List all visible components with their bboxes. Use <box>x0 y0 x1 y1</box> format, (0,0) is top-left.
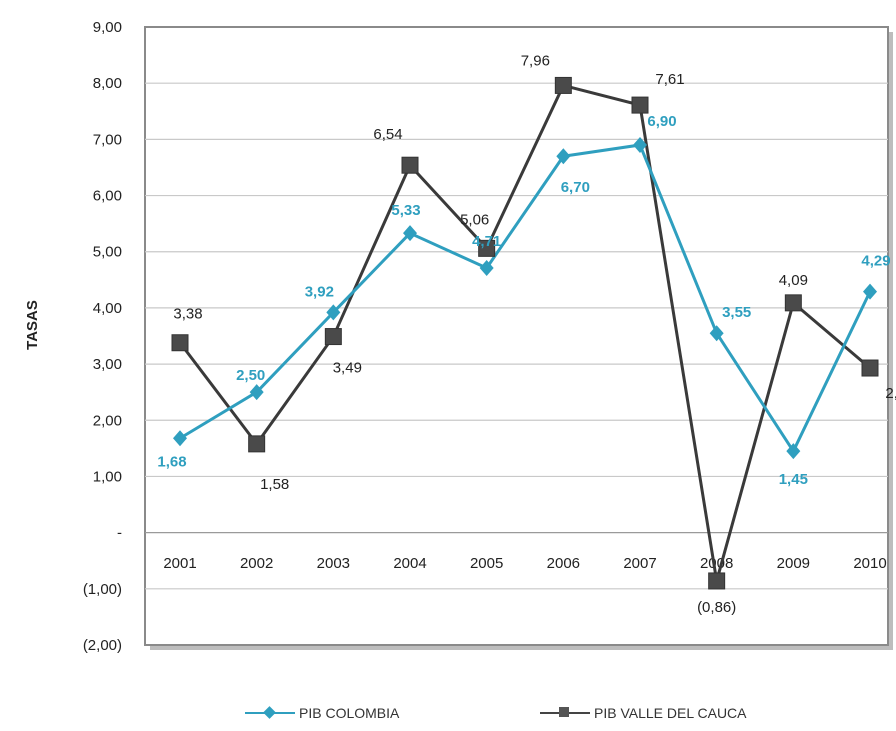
data-label: 2,50 <box>236 367 265 384</box>
y-tick-label: (2,00) <box>83 637 122 654</box>
y-tick-label: 5,00 <box>93 244 122 261</box>
data-label: 7,61 <box>655 71 684 88</box>
series-line-pib-colombia <box>179 143 872 453</box>
diamond-point <box>633 136 647 153</box>
y-tick-label: 3,00 <box>93 356 122 373</box>
x-tick-label: 2001 <box>163 555 196 572</box>
data-label: 4,71 <box>472 233 501 250</box>
y-tick-label: 1,00 <box>93 468 122 485</box>
data-label: (0,86) <box>697 599 736 616</box>
diamond-point <box>786 443 801 460</box>
y-tick-label: 4,00 <box>93 300 122 317</box>
data-label: 3,92 <box>305 283 334 300</box>
diamond-point <box>403 225 417 242</box>
y-tick-label: 6,00 <box>93 188 122 205</box>
x-tick-label: 2010 <box>853 555 886 572</box>
data-label: 2,93 <box>885 385 896 402</box>
diamond-point <box>173 430 187 447</box>
square-point <box>861 359 879 377</box>
diamond-point <box>249 384 264 401</box>
square-point <box>554 76 572 94</box>
data-label: 5,33 <box>391 202 420 219</box>
y-axis-label: TASAS <box>24 300 41 350</box>
y-tick-label: 8,00 <box>93 75 122 92</box>
diamond-point <box>863 283 877 300</box>
y-tick-label: 2,00 <box>93 412 122 429</box>
line-chart: 9,00 8,00 7,00 6,00 5,00 4,00 3,00 2,00 1,00 - (1,… <box>24 19 896 654</box>
y-tick-label: 9,00 <box>93 19 122 36</box>
square-point <box>401 156 419 174</box>
x-tick-label: 2003 <box>317 555 350 572</box>
plot-area <box>144 26 889 646</box>
square-point <box>784 294 802 312</box>
x-tick-label: 2007 <box>623 555 656 572</box>
legend-label: PIB VALLE DEL CAUCA <box>594 705 747 721</box>
diamond-point <box>556 148 571 165</box>
data-label: 1,58 <box>260 476 289 493</box>
diamond-point <box>479 260 494 277</box>
square-point <box>631 96 649 114</box>
square-point <box>171 334 189 352</box>
data-label: 1,45 <box>779 471 808 488</box>
legend-label: PIB COLOMBIA <box>299 705 400 721</box>
square-point <box>478 239 496 257</box>
square-point <box>324 328 342 346</box>
x-tick-label: 2009 <box>777 555 810 572</box>
x-tick-label: 2004 <box>393 555 426 572</box>
diamond-point <box>709 325 724 342</box>
y-tick-label: - <box>117 525 122 542</box>
y-tick-label: 7,00 <box>93 131 122 148</box>
series-line-pib-valle-del-cauca <box>178 83 871 583</box>
x-tick-label: 2002 <box>240 555 273 572</box>
data-label: 6,70 <box>561 179 590 196</box>
legend-line-icon <box>245 706 295 719</box>
data-label: 3,55 <box>722 304 751 321</box>
legend-line-icon <box>540 707 590 717</box>
data-label: 4,09 <box>779 272 808 289</box>
x-tick-label: 2005 <box>470 555 503 572</box>
square-marker-icon <box>559 707 569 717</box>
data-label: 3,38 <box>173 306 202 323</box>
data-label: 6,54 <box>373 126 402 143</box>
diamond-point <box>326 304 341 321</box>
legend: PIB COLOMBIA PIB VALLE DEL CAUCA <box>0 705 896 729</box>
diamond-marker-icon <box>263 706 276 719</box>
data-label: 6,90 <box>647 113 676 130</box>
data-label: 7,96 <box>521 52 550 69</box>
data-label: 3,49 <box>333 360 362 377</box>
square-point <box>248 435 266 453</box>
data-label: 4,29 <box>861 253 890 270</box>
data-label: 5,06 <box>460 211 489 228</box>
square-point <box>708 572 726 590</box>
x-tick-label: 2006 <box>547 555 580 572</box>
x-tick-label: 2008 <box>700 555 733 572</box>
y-tick-label: (1,00) <box>83 581 122 598</box>
legend-item-pib-valle-del-cauca: PIB VALLE DEL CAUCA <box>540 705 747 721</box>
legend-item-pib-colombia: PIB COLOMBIA <box>245 705 399 721</box>
data-label: 1,68 <box>157 453 186 470</box>
